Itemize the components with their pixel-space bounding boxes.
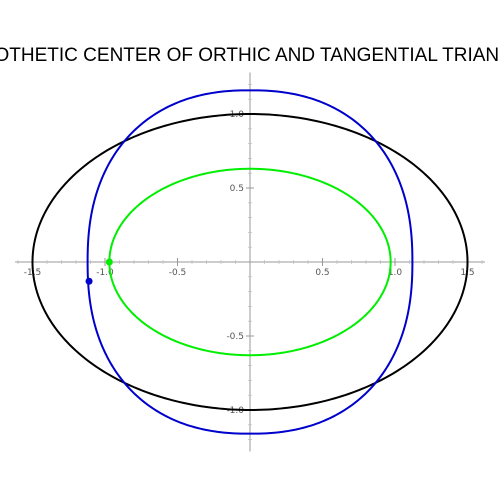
x-tick-label: 0.5	[315, 268, 329, 278]
curve-0	[31, 112, 469, 412]
x-tick-label: -0.5	[169, 268, 187, 278]
data-point-0	[85, 277, 93, 285]
y-tick-label: -1.0	[226, 406, 244, 416]
y-tick-label: -0.5	[226, 332, 244, 342]
x-tick-label: -1.0	[96, 268, 114, 278]
curve-2	[86, 89, 414, 435]
y-tick-label: 0.5	[230, 184, 244, 194]
data-point-1	[105, 258, 113, 266]
chart-title: HOMOTHETIC CENTER OF ORTHIC AND TANGENTI…	[0, 45, 500, 66]
x-tick-label: 1.0	[388, 268, 403, 278]
